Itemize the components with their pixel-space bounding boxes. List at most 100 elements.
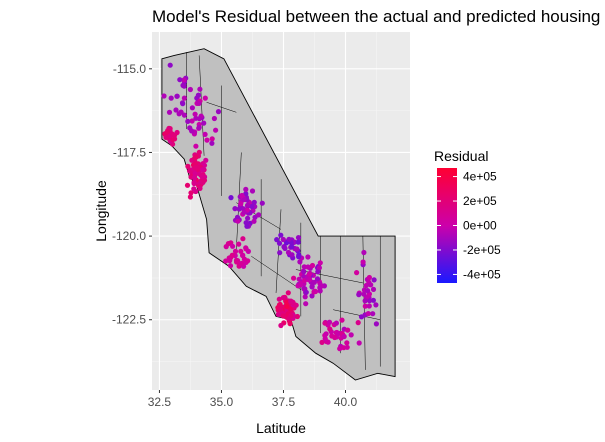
residual-point xyxy=(245,248,251,254)
residual-point xyxy=(303,301,309,307)
y-axis: -115.0 -117.5 -120.0 -122.5 xyxy=(112,62,152,327)
residual-point xyxy=(185,163,191,169)
residual-point xyxy=(204,137,210,143)
residual-point xyxy=(286,236,292,242)
residual-point xyxy=(355,320,361,326)
residual-point xyxy=(215,109,222,115)
residual-point xyxy=(274,237,280,243)
residual-point xyxy=(244,202,251,208)
residual-point xyxy=(236,241,242,247)
residual-point xyxy=(238,248,244,254)
residual-point xyxy=(315,269,321,275)
residual-point xyxy=(197,86,203,92)
residual-point xyxy=(275,311,281,317)
residual-point xyxy=(345,327,351,333)
x-axis-title: Latitude xyxy=(256,420,306,436)
residual-point xyxy=(285,290,291,296)
residual-point xyxy=(173,107,179,113)
residual-point xyxy=(241,256,247,262)
residual-point xyxy=(184,182,191,188)
residual-point xyxy=(368,282,374,288)
residual-point xyxy=(239,192,245,199)
residual-point xyxy=(193,154,199,160)
residual-point xyxy=(289,244,295,250)
residual-points xyxy=(161,62,379,352)
residual-point xyxy=(358,314,365,320)
residual-point xyxy=(189,118,195,124)
residual-point xyxy=(181,83,187,89)
residual-point xyxy=(348,332,354,338)
residual-point xyxy=(278,322,284,329)
residual-point xyxy=(189,128,195,134)
y-tick-label: -115.0 xyxy=(113,62,146,76)
residual-point xyxy=(306,271,312,277)
legend-break-label: 2e+05 xyxy=(463,194,497,208)
x-tick-label: 40.0 xyxy=(334,395,358,409)
residual-point xyxy=(197,185,203,191)
residual-point xyxy=(200,167,206,173)
legend-break-label: -2e+05 xyxy=(463,243,501,257)
county-border xyxy=(251,255,301,290)
residual-point xyxy=(356,340,362,346)
residual-point xyxy=(174,93,180,99)
residual-point xyxy=(209,136,215,142)
residual-point xyxy=(361,291,367,297)
residual-point xyxy=(203,157,209,163)
residual-point xyxy=(312,288,318,294)
residual-point xyxy=(276,302,283,308)
residual-point xyxy=(370,311,376,317)
residual-point xyxy=(333,320,339,326)
residual-point xyxy=(311,279,317,285)
residual-point xyxy=(293,302,299,308)
residual-point xyxy=(192,171,198,177)
residual-point xyxy=(373,302,379,308)
residual-point xyxy=(327,326,333,332)
y-tick-label: -120.0 xyxy=(112,229,146,243)
residual-point xyxy=(187,86,193,93)
residual-point xyxy=(365,311,371,317)
residual-point xyxy=(285,249,292,256)
y-tick-label: -122.5 xyxy=(112,313,146,327)
residual-point xyxy=(235,218,241,224)
residual-point xyxy=(295,239,301,245)
residual-point xyxy=(228,195,234,201)
residual-point xyxy=(238,201,244,207)
residual-point xyxy=(303,289,309,295)
residual-point xyxy=(201,120,207,126)
residual-point xyxy=(191,175,197,181)
residual-point xyxy=(188,190,194,196)
residual-point xyxy=(232,248,239,254)
residual-point xyxy=(278,306,284,312)
legend-ticks: 4e+05 2e+05 0e+00 -2e+05 -4e+05 xyxy=(437,170,501,281)
residual-point xyxy=(243,245,249,251)
chart-title: Model's Residual between the actual and … xyxy=(152,7,605,26)
residual-point xyxy=(307,276,313,283)
residual-point xyxy=(363,282,369,289)
residual-point xyxy=(366,303,372,309)
residual-point xyxy=(337,346,343,352)
residual-point xyxy=(317,260,323,266)
county-border xyxy=(333,309,381,320)
residual-point xyxy=(309,262,316,269)
residual-point xyxy=(240,236,246,242)
legend-title: Residual xyxy=(434,148,488,164)
residual-point xyxy=(309,283,315,289)
residual-point xyxy=(241,209,247,215)
residual-point xyxy=(356,292,362,298)
residual-point xyxy=(227,263,234,269)
y-tick-label: -117.5 xyxy=(113,145,146,159)
residual-point xyxy=(161,93,167,99)
residual-point xyxy=(192,165,198,171)
residual-point xyxy=(193,160,199,166)
residual-point xyxy=(187,168,193,174)
residual-point xyxy=(223,244,229,250)
residual-point xyxy=(164,129,171,135)
county-border xyxy=(198,55,205,156)
residual-point xyxy=(239,260,245,266)
residual-point xyxy=(296,254,302,260)
residual-point xyxy=(361,249,367,256)
residual-point xyxy=(168,95,174,101)
residual-point xyxy=(192,111,198,117)
residual-point xyxy=(229,252,235,258)
residual-point xyxy=(317,285,323,291)
